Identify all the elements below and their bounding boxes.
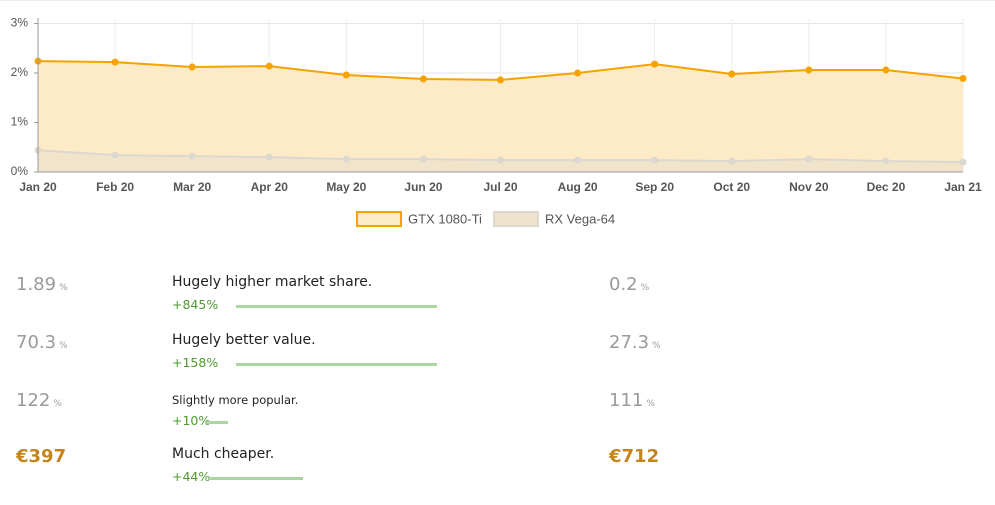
legend-swatch [356, 211, 402, 227]
left-value: 70.3% [16, 332, 68, 353]
x-tick-label: Dec 20 [867, 180, 906, 194]
left-value: 122% [16, 390, 62, 411]
right-value: 27.3% [609, 332, 661, 353]
point [959, 74, 967, 82]
value: 0.2 [609, 274, 638, 295]
point [342, 155, 350, 163]
value: 111 [609, 390, 644, 411]
chart: 0% 1% 2% 3% Jan 20 Feb 20 Mar 20 Apr 20 May 20 Ju… [0, 0, 995, 227]
comparison-row: 122% 111% Slightly more popular. +10% [0, 390, 995, 440]
delta: +158% [172, 355, 219, 370]
point [265, 62, 273, 70]
point [805, 66, 813, 74]
delta: +845% [172, 297, 219, 312]
value: 122 [16, 390, 51, 411]
x-tick-label: Aug 20 [558, 180, 598, 194]
point [959, 158, 967, 166]
delta-bar [236, 305, 437, 308]
unit: % [53, 399, 62, 409]
right-value: €712 [609, 446, 659, 467]
y-tick-label: 0% [11, 164, 29, 178]
point [111, 58, 119, 66]
x-tick-label: Nov 20 [789, 180, 829, 194]
x-tick-label: Jan 20 [19, 180, 57, 194]
delta-bar [207, 421, 228, 424]
point [805, 155, 813, 163]
value: €712 [609, 446, 660, 467]
point [728, 70, 736, 78]
point [651, 60, 659, 68]
legend-label: GTX 1080-Ti [408, 211, 482, 226]
left-value: €397 [16, 446, 66, 467]
delta: +44% [172, 469, 211, 484]
x-tick-label: Feb 20 [96, 180, 134, 194]
unit: % [646, 399, 655, 409]
label: Hugely better value. [172, 332, 316, 348]
comparison-row: 1.89% 0.2% Hugely higher market share. +845… [0, 274, 995, 324]
label: Hugely higher market share. [172, 274, 373, 290]
point [265, 153, 273, 161]
left-value: 1.89% [16, 274, 68, 295]
point [882, 157, 890, 165]
x-tick-label: Jan 21 [944, 180, 982, 194]
delta-bar [210, 477, 303, 480]
point [728, 157, 736, 165]
point [882, 66, 890, 74]
right-value: 111% [609, 390, 655, 411]
unit: % [59, 341, 68, 351]
delta: +10% [172, 413, 211, 428]
comparison-row: 70.3% 27.3% Hugely better value. +158% [0, 332, 995, 382]
value: €397 [16, 446, 67, 467]
legend-label: RX Vega-64 [545, 211, 615, 226]
point [342, 71, 350, 79]
x-tick-label: Apr 20 [251, 180, 289, 194]
unit: % [640, 283, 650, 293]
y-tick-label: 3% [11, 16, 29, 30]
point [497, 156, 504, 164]
label: Slightly more popular. [172, 393, 299, 407]
unit: % [59, 283, 68, 293]
x-tick-label: Jun 20 [404, 180, 442, 194]
point [111, 151, 119, 159]
comparison-row: €397 €712 Much cheaper. +44% [0, 446, 995, 496]
point [419, 155, 427, 163]
x-tick-label: Mar 20 [173, 180, 211, 194]
unit: % [652, 341, 661, 351]
value: 70.3 [16, 332, 57, 353]
value: 1.89 [16, 274, 57, 295]
area [38, 61, 963, 173]
point [574, 156, 582, 164]
point [574, 69, 582, 77]
right-value: 0.2% [609, 274, 649, 295]
point [188, 63, 196, 71]
point [497, 76, 504, 84]
x-tick-label: Jul 20 [483, 180, 517, 194]
y-tick-label: 2% [11, 65, 29, 79]
x-tick-label: Sep 20 [635, 180, 674, 194]
delta-bar [236, 363, 437, 366]
legend-swatch [493, 211, 539, 227]
point [419, 75, 427, 83]
point [651, 156, 659, 164]
y-tick-label: 1% [11, 115, 29, 129]
x-tick-label: May 20 [326, 180, 366, 194]
value: 27.3 [609, 332, 650, 353]
label: Much cheaper. [172, 446, 275, 462]
x-tick-label: Oct 20 [713, 180, 750, 194]
point [188, 152, 196, 160]
